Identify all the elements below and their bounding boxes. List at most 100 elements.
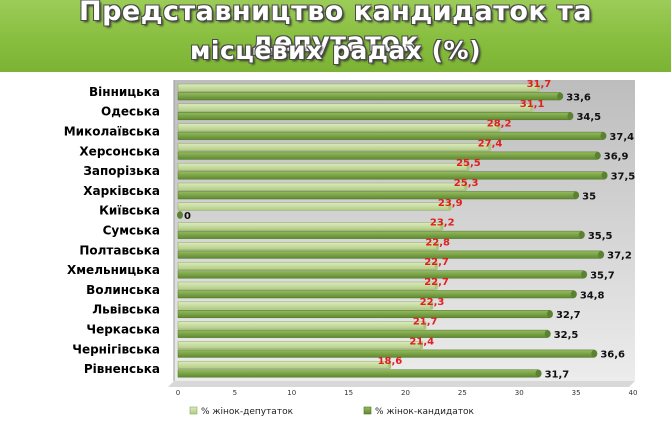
bar-candidates [177,329,548,338]
legend-label-deputies: % жінок-депутаток [201,407,294,417]
value-label-deputies: 28,2 [487,119,512,130]
bar-candidates [177,131,604,140]
bar-cap-candidates [573,191,580,199]
plot-floor [168,381,635,387]
bar-cap-deputies [430,301,434,310]
x-tick-label: 10 [287,389,296,397]
value-label-candidates: 35,7 [590,270,615,281]
bar-cap-deputies [388,361,392,369]
bar-cap-deputies [423,321,427,330]
bar-deputies [177,162,469,171]
value-label-candidates: 36,6 [600,350,625,361]
bar-deputies [177,222,443,231]
title-banner: Представництво кандидаток та депутаток м… [0,0,671,72]
bar-candidates [177,171,605,180]
x-axis-ticks: 0 5 10 15 20 25 30 35 40 [176,389,638,397]
x-tick-label: 5 [233,389,237,397]
bar-cap-candidates [578,231,585,239]
value-label-deputies: 31,7 [527,79,552,90]
value-label-deputies: 22,3 [420,297,445,308]
value-label-candidates: 0 [184,211,191,222]
bar-cap-deputies [448,202,452,211]
bar-candidates [177,310,551,319]
value-label-candidates: 32,5 [554,330,579,341]
bar-deputies [177,182,467,191]
bar-deputies [177,123,500,132]
bar-cap-candidates [600,132,607,140]
bar-candidates [177,112,571,121]
bar-deputies [177,242,438,251]
category-label: Сумська [103,224,160,238]
legend-swatch-candidates [363,406,372,415]
legend-swatch-deputies [189,406,198,415]
category-label: Одеська [101,105,160,119]
category-label: Чернігівська [72,342,160,356]
bar-deputies [177,281,437,290]
bar-cap-deputies [435,242,439,250]
bar-deputies [177,202,451,211]
bar-deputies [177,301,432,310]
legend-label-candidates: % жінок-кандидаток [375,407,474,417]
bar-cap-candidates [570,290,577,298]
x-tick-label: 0 [176,389,180,397]
bar-cap-candidates [546,310,553,318]
bar-candidates [177,191,577,200]
chart-title: Представництво кандидаток та депутаток [78,0,592,58]
bar-candidates [177,151,598,160]
bar-cap-candidates [581,270,588,279]
bar-cap-deputies [537,84,541,92]
value-label-candidates: 37,5 [611,171,636,182]
value-label-deputies: 27,4 [478,138,503,149]
value-label-candidates: 33,6 [566,92,591,103]
value-label-deputies: 22,7 [424,277,449,288]
bar-cap-candidates [591,349,598,358]
category-label: Харківська [83,184,160,198]
bars-group: 31,7 33,6 31,1 34,5 28,2 37,4 27,4 36,9 25,5 37,5… [177,79,635,380]
bar-cap-deputies [497,123,501,132]
bar-candidates [177,270,585,279]
bar-deputies [177,143,490,152]
bar-candidates [177,230,583,239]
category-label: Вінницька [89,85,160,99]
value-label-deputies: 22,7 [424,257,449,268]
value-label-candidates: 35,5 [588,231,613,242]
bar-cap-deputies [440,222,444,231]
category-label: Миколаївська [64,125,160,139]
x-tick-label: 30 [515,389,524,397]
bar-candidates [177,290,575,299]
value-label-candidates: 35 [582,191,596,202]
value-label-candidates: 37,4 [609,132,634,143]
category-label: Львівська [92,303,160,317]
bar-cap-deputies [466,163,470,171]
x-tick-label: 25 [458,389,467,397]
value-label-deputies: 22,8 [425,237,450,248]
value-label-candidates: 37,2 [607,251,632,262]
bar-cap-deputies [464,183,468,191]
bar-cap-candidates [535,369,542,378]
category-label: Запорізька [83,164,160,178]
value-label-candidates: 32,7 [556,310,581,321]
bar-cap-deputies [488,143,492,151]
category-label: Рівненська [84,362,160,376]
bar-cap-candidates [177,211,183,219]
value-label-deputies: 21,4 [409,336,434,347]
x-tick-label: 40 [629,389,638,397]
category-label: Херсонська [79,144,160,158]
legend: % жінок-депутаток % жінок-кандидаток [189,406,474,417]
bar-cap-candidates [601,171,608,180]
x-tick-label: 15 [344,389,353,397]
value-label-deputies: 21,7 [413,317,438,328]
bar-cap-deputies [434,282,438,290]
bar-cap-candidates [598,250,605,259]
bar-deputies [177,341,422,350]
value-label-deputies: 23,2 [430,218,455,229]
bar-cap-candidates [557,92,564,100]
bar-deputies [177,321,426,330]
bar-cap-deputies [530,103,534,112]
bar-candidates [177,250,602,259]
bar-cap-deputies [434,262,438,270]
value-label-deputies: 31,1 [520,99,545,110]
value-label-candidates: 34,8 [580,290,605,301]
category-label: Волинська [86,283,160,297]
bar-deputies [177,103,533,112]
